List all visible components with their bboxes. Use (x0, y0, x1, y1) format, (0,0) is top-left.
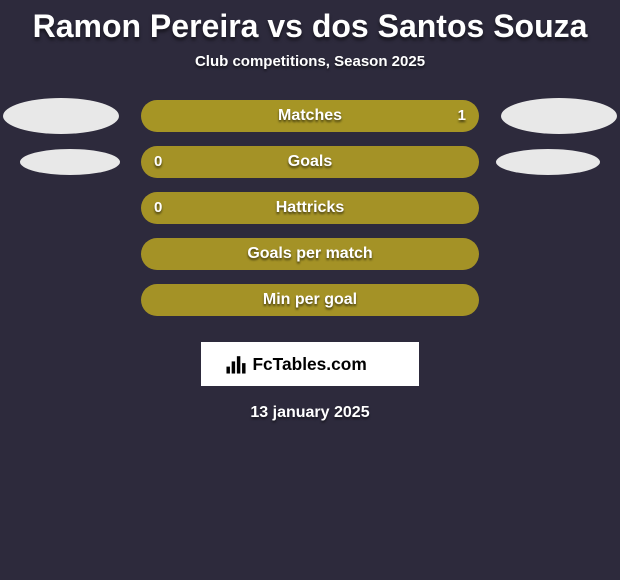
stat-label: Goals (0, 146, 620, 178)
date-text: 13 january 2025 (0, 404, 620, 422)
fctables-logo-box: FcTables.com (201, 342, 419, 386)
stat-label: Min per goal (0, 284, 620, 316)
stat-row: Goals0 (0, 146, 620, 178)
stat-row: Goals per match (0, 238, 620, 270)
stat-label: Hattricks (0, 192, 620, 224)
stat-row: Min per goal (0, 284, 620, 316)
stat-value-left: 0 (154, 192, 162, 224)
stats-container: Matches1Goals0Hattricks0Goals per matchM… (0, 100, 620, 316)
fctables-logo: FcTables.com (223, 351, 396, 377)
stat-label: Matches (0, 100, 620, 132)
stat-value-right: 1 (458, 100, 466, 132)
subtitle: Club competitions, Season 2025 (0, 53, 620, 70)
stat-label: Goals per match (0, 238, 620, 270)
page-title: Ramon Pereira vs dos Santos Souza (0, 0, 620, 45)
logo-text: FcTables.com (253, 354, 367, 374)
stat-value-left: 0 (154, 146, 162, 178)
stat-row: Hattricks0 (0, 192, 620, 224)
stat-row: Matches1 (0, 100, 620, 132)
